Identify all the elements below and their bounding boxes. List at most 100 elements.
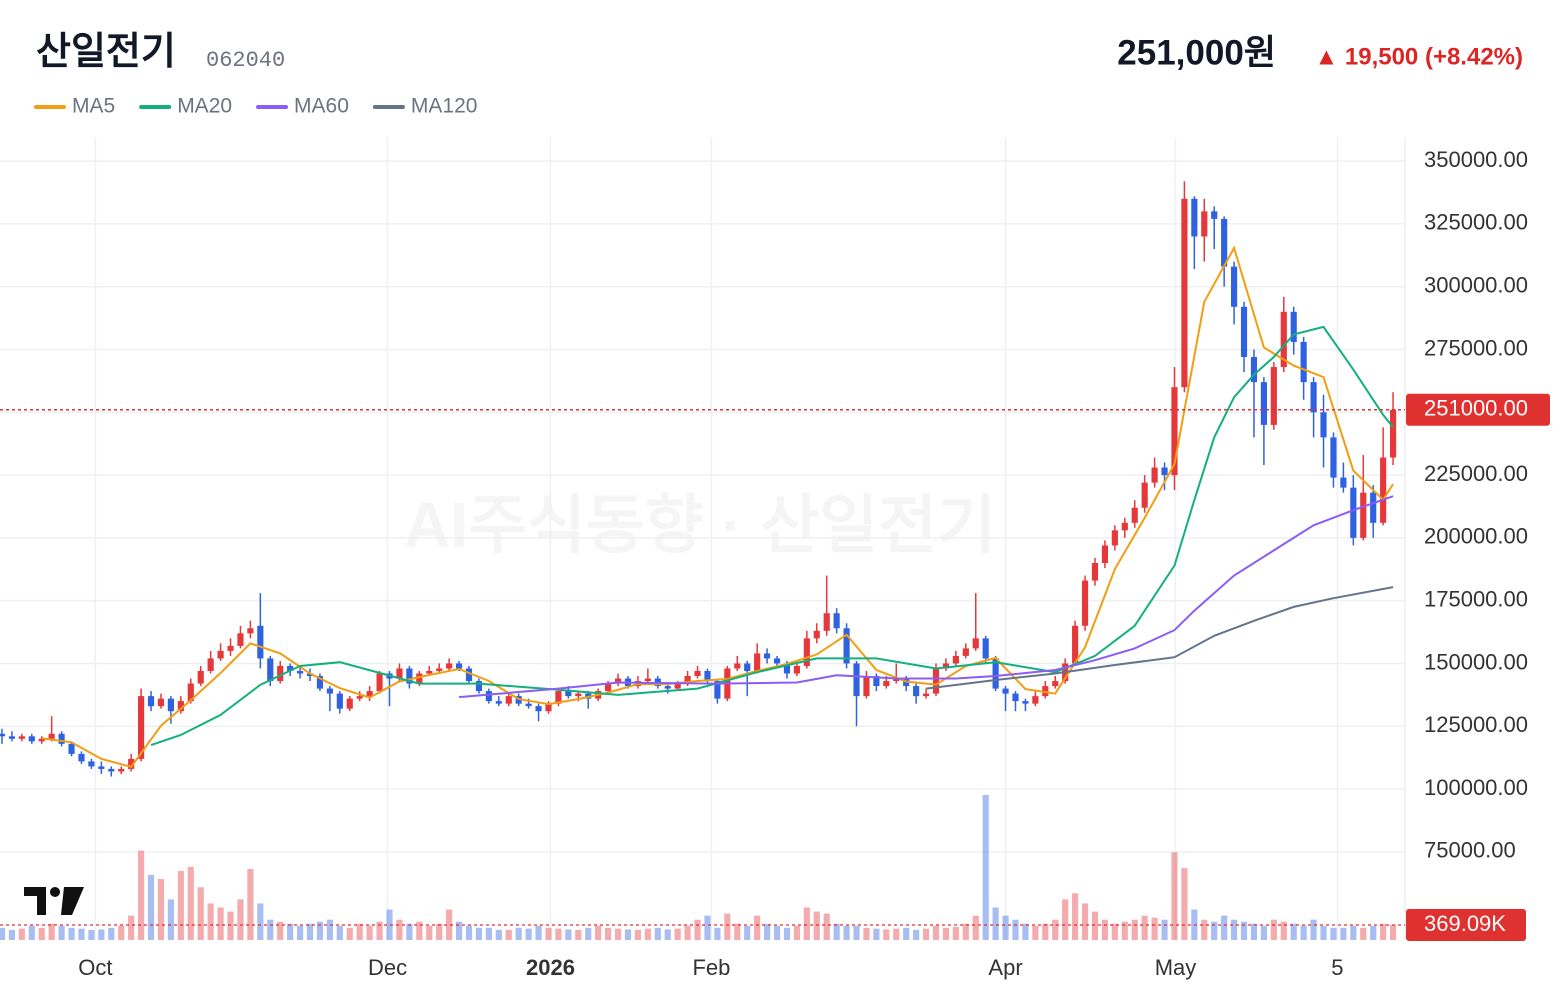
candle-body [1231,266,1238,307]
candle-body [1131,507,1138,523]
volume-bar [883,929,890,940]
volume-bar [426,925,433,940]
candle-body [167,698,174,712]
y-tick-label: 75000.00 [1424,838,1516,863]
candle-body [1081,580,1089,626]
candle-body [1022,701,1029,704]
volume-bar [1201,919,1208,940]
candle-body [237,633,244,646]
volume-bar [515,927,522,940]
candle-body [1340,477,1347,488]
y-tick-label: 150000.00 [1424,649,1528,674]
volume-bar [913,929,920,940]
volume-bar [485,927,492,940]
volume-bar [78,928,85,940]
volume-bar [942,927,950,940]
x-tick-label: Dec [368,955,407,980]
volume-bar [1350,925,1357,940]
ticker-code: 062040 [206,48,285,73]
candle-body [1260,382,1267,425]
volume-bar [1240,921,1248,940]
candle-body [773,658,781,664]
candle-body [326,688,333,694]
candle-body [58,733,65,744]
candle-body [1211,211,1218,219]
candle-body [356,696,363,699]
volume-bar [18,928,25,940]
candle-body [913,686,920,697]
y-tick-label: 100000.00 [1424,775,1528,800]
volume-bar [555,928,562,940]
volume-bar [793,925,800,940]
volume-pane [0,795,1397,940]
candle-body [714,681,721,699]
volume-bar [237,899,244,940]
volume-bar [1151,917,1158,940]
candle-body [465,668,473,682]
candle-body [1121,522,1128,531]
volume-bar [783,927,791,940]
volume-bar [1042,923,1049,940]
candle-body [1042,686,1049,697]
candle-body [426,670,433,674]
candle-body [644,678,651,682]
candle-body [177,701,184,712]
candle-body [157,698,165,707]
volume-bar [1121,921,1128,940]
candle-body [88,761,95,767]
volume-bar [1181,868,1188,940]
candle-body [8,736,16,739]
volume-bar [535,925,542,940]
volume-bar [1221,915,1228,940]
candle-body [1181,198,1188,388]
volume-bar [823,913,830,940]
candle-body [764,653,771,659]
volume-bar [336,925,343,940]
candle-body [982,638,989,659]
price-label-box [1406,393,1550,426]
candle-body [942,663,950,669]
candle-body [455,663,463,669]
volume-bar [1330,927,1337,940]
candle-body [783,663,791,674]
candle-body [485,691,492,702]
volume-bar [1370,925,1377,940]
candle-body [863,676,870,697]
candle-body [972,638,979,649]
volume-bar [1111,923,1118,940]
volume-bar [1340,927,1347,940]
volume-bar [773,925,781,940]
candle-body [793,665,800,674]
volume-bar [1012,919,1019,940]
volume-bar [287,923,294,940]
candle-body [376,673,383,692]
volume-bar [505,929,512,940]
candle-body [446,663,453,669]
volume-bar [714,927,721,940]
candle-body [1101,545,1109,563]
candle-body [138,696,145,759]
price-change: ▲ 19,500 (+8.42%) [1314,43,1523,70]
volume-bar [495,929,502,940]
volume-bar [1300,925,1307,940]
volume-bar [1231,919,1238,940]
x-tick-label: Oct [78,955,112,980]
volume-bar [1101,919,1109,940]
candle-body [1141,482,1148,508]
volume-bar [177,870,184,940]
volume-bar [903,927,910,940]
volume-bar [277,921,284,940]
candle-body [1370,492,1377,523]
volume-bar [1290,923,1297,940]
volume-bar [972,915,979,940]
candle-body [813,630,820,639]
x-tick-label: May [1155,955,1197,980]
volume-bar [863,927,870,940]
candle-body [346,698,353,709]
x-tick-label: Feb [692,955,730,980]
candle-body [1052,681,1059,687]
candle-body [1360,492,1367,538]
ma-line [925,586,1394,690]
volume-bar [1131,919,1138,940]
